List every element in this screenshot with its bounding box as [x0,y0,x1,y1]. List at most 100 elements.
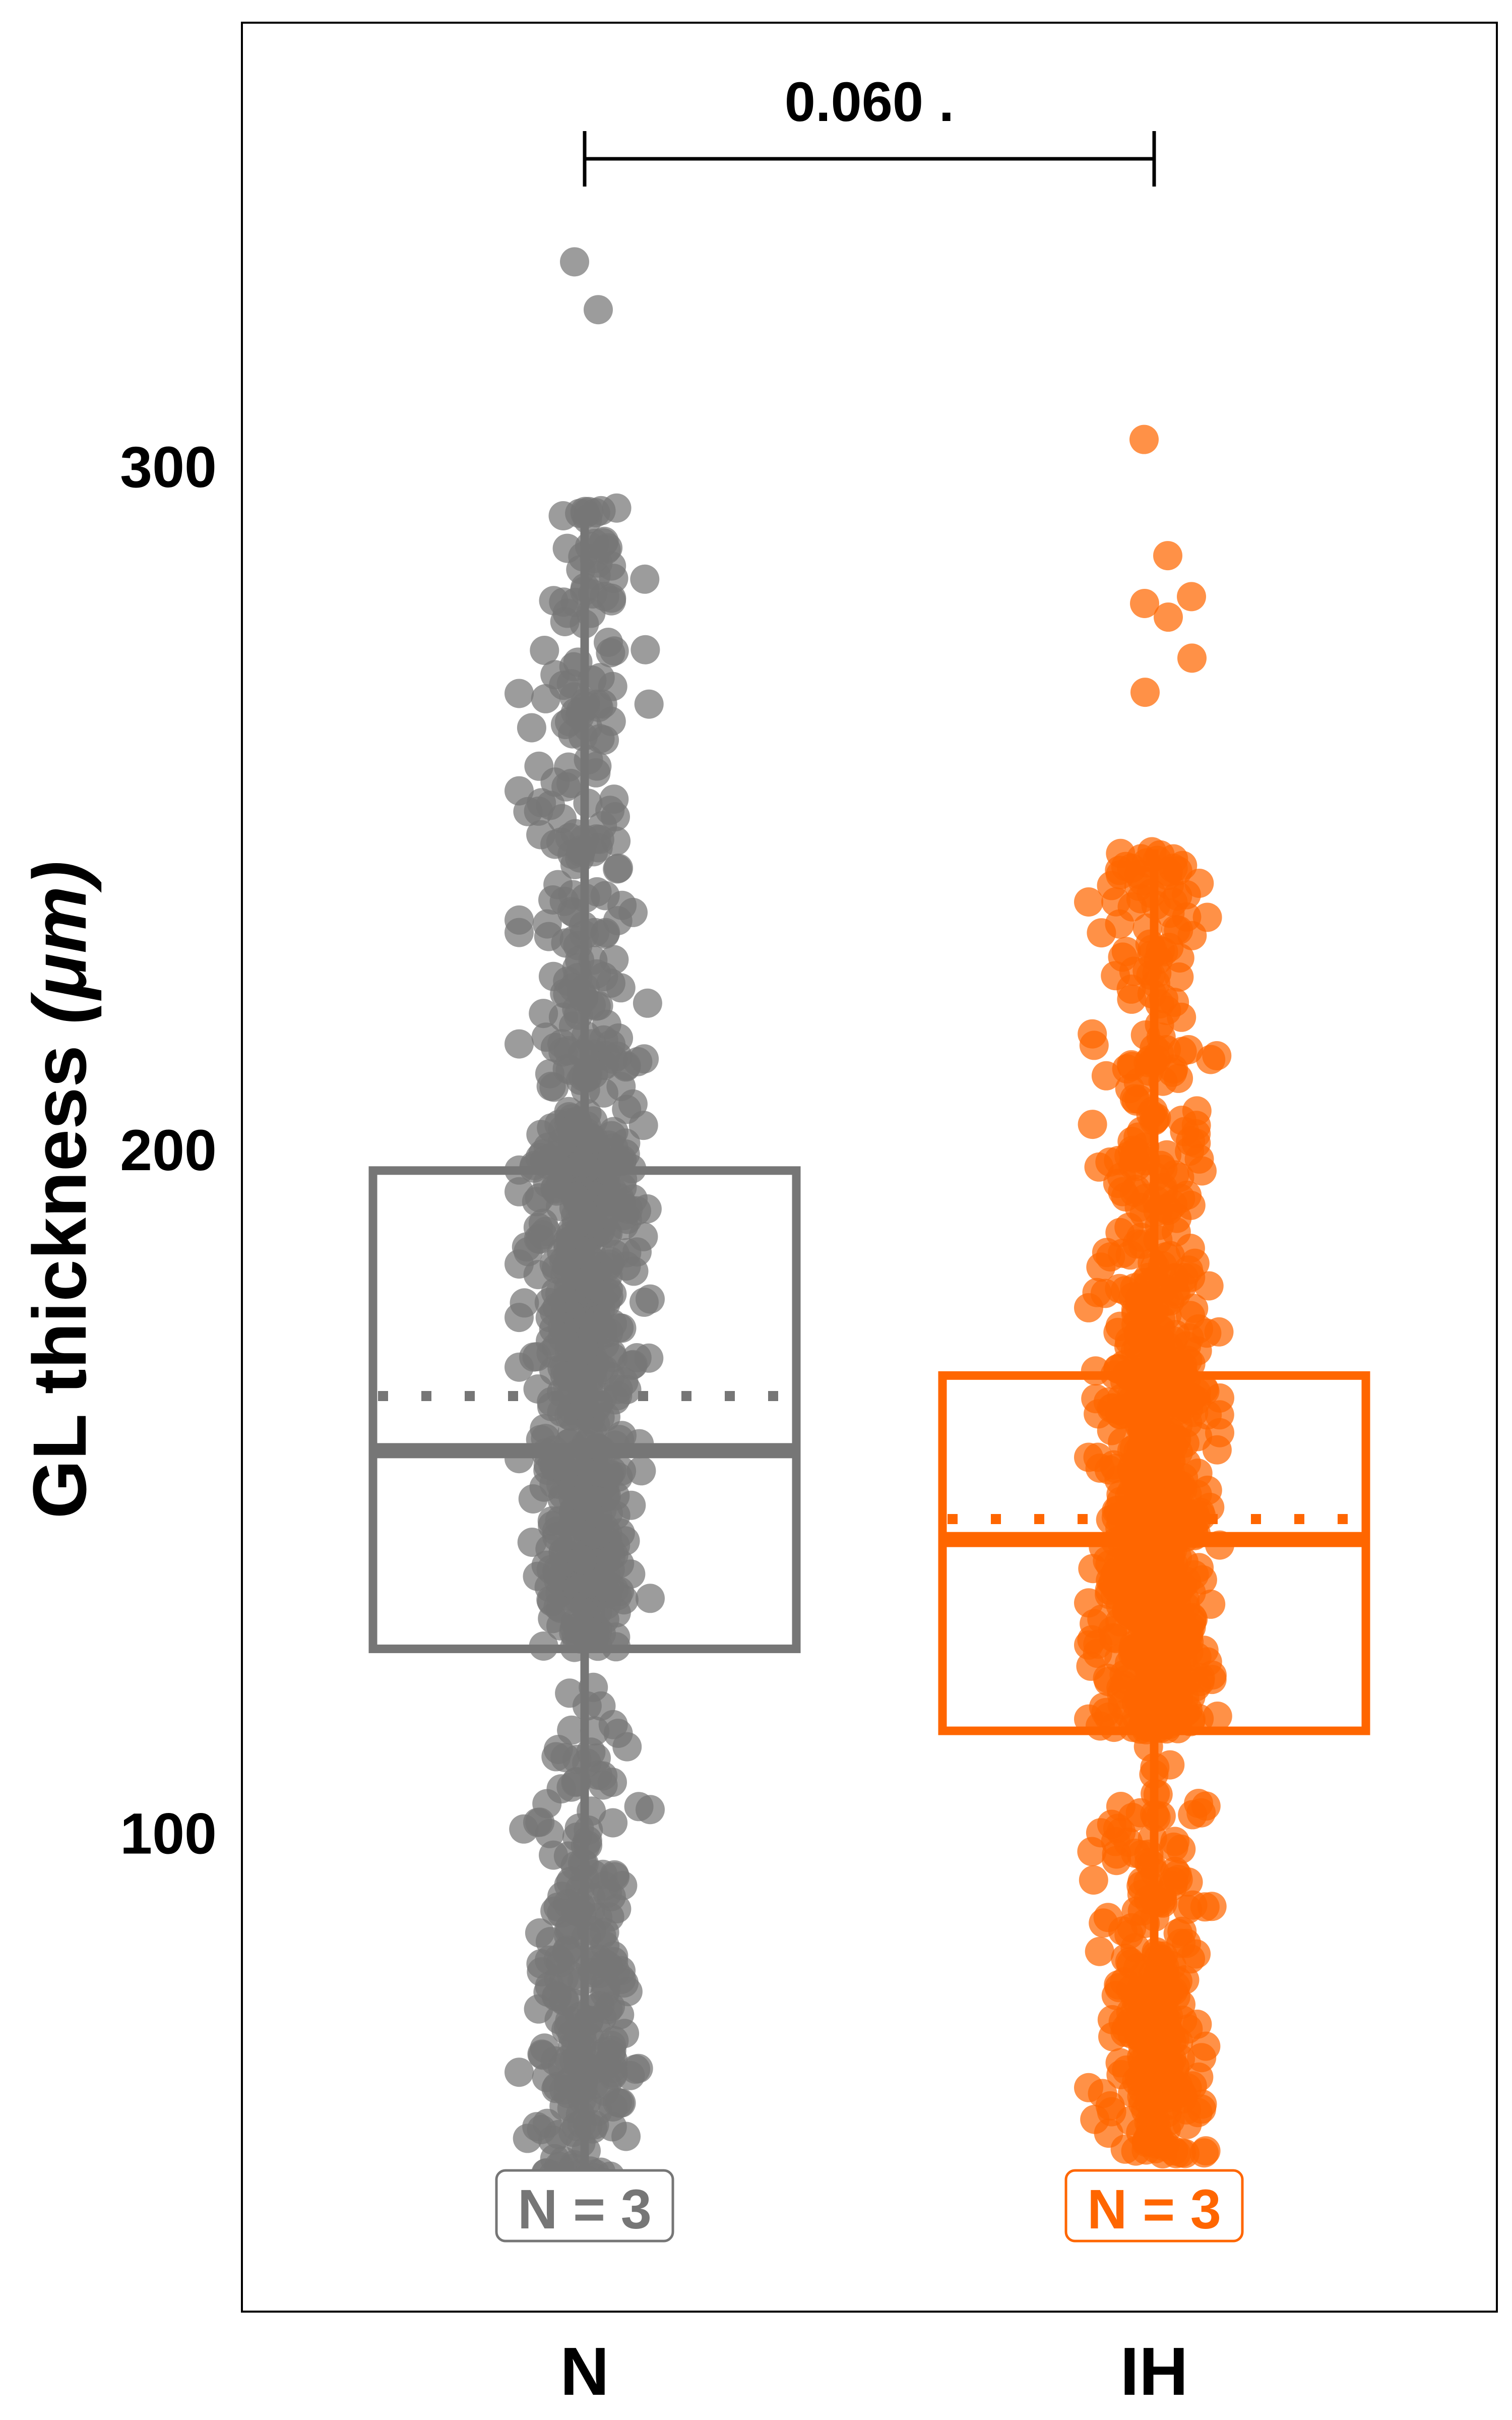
data-point [575,1278,605,1307]
data-point [1114,1141,1144,1171]
data-point [1172,1331,1202,1361]
data-point [611,1051,641,1080]
data-point [552,1054,582,1083]
outlier-point [1130,678,1160,707]
data-point [573,1242,602,1271]
data-point [1081,1356,1110,1386]
n-count-badge-IH: N = 3 [1064,2169,1244,2243]
data-point [1122,2066,1152,2096]
data-point [604,1313,634,1343]
data-point [1117,984,1147,1014]
data-point [531,1022,561,1052]
p-value-label: 0.060 . [785,71,954,133]
data-point [596,1991,625,2021]
data-point [1174,1035,1204,1064]
data-point [1098,1616,1127,1646]
n-count-label: N = 3 [518,2179,652,2241]
data-point [538,1511,568,1540]
data-point [1111,937,1141,966]
data-point [1176,1126,1206,1156]
data-point [558,1497,588,1527]
data-point [1087,918,1116,948]
data-point [548,2052,578,2082]
box-IH [938,849,1370,2155]
plot-panel [241,22,1498,2313]
data-point [1095,2091,1125,2121]
data-point [561,1183,591,1213]
data-point [632,1194,662,1224]
data-point [626,1456,656,1486]
data-point [630,564,660,594]
data-point [527,788,556,818]
data-point [543,1735,573,1764]
points-IH [1074,425,1234,2169]
y-axis-label-text: GL thickness [17,1045,102,1519]
data-point [1163,1918,1193,1948]
box-iqr [938,1371,1370,1735]
data-point [541,1277,571,1307]
data-point [602,493,632,523]
data-point [1180,1248,1210,1278]
data-point [1141,1377,1170,1407]
data-point [1173,1895,1203,1924]
data-point [1074,887,1103,917]
n-count-frame [495,2169,674,2243]
data-point [538,1604,568,1634]
data-point [535,1945,564,1975]
data-point [529,999,558,1028]
data-point [598,1808,628,1838]
data-point [1202,1435,1232,1465]
outlier-point [1153,541,1182,571]
data-point [517,713,546,743]
data-point [1106,860,1135,889]
data-point [1161,1971,1190,2001]
data-point [1159,1550,1188,1580]
data-point [1168,2081,1198,2111]
annotation-layer: N = 3 N = 3 0.060 . [495,71,1244,2243]
data-point [1121,1310,1151,1340]
data-point [535,1819,564,1848]
data-point [1139,1399,1168,1428]
data-point [1165,943,1194,973]
data-point [556,1216,586,1246]
boxes-layer [368,508,1370,2216]
y-axis-label: GL thickness (μm) [17,861,102,1519]
data-point [603,854,633,884]
data-point [1202,1041,1232,1070]
data-point [598,1768,627,1797]
data-point [1159,2136,1188,2166]
data-point [505,905,534,935]
data-point [621,2054,651,2084]
data-point [550,979,580,1008]
points-layer [505,247,1234,2230]
data-point [1156,1418,1185,1447]
outlier-point [560,247,589,277]
data-point [548,501,578,530]
data-point [585,663,615,692]
data-point [618,1089,648,1119]
data-point [517,1528,547,1557]
data-point [1079,1865,1108,1895]
data-point [1127,866,1157,896]
data-point [1113,1827,1143,1857]
data-point [633,988,662,1018]
data-point [618,1350,648,1379]
data-point [1074,2073,1103,2102]
data-point [1160,2052,1190,2082]
data-point [505,776,534,806]
data-point [582,751,612,781]
data-point [555,1678,585,1708]
data-point [1078,1110,1107,1139]
n-count-frame [1064,2169,1244,2243]
data-point [597,2112,627,2142]
data-point [530,1414,559,1443]
data-point [1119,1630,1149,1660]
data-point [595,1902,624,1932]
data-point [1143,1622,1172,1652]
data-point [1093,1903,1123,1932]
outlier-point [584,295,613,325]
data-point [1182,2010,1212,2039]
data-point [1152,1140,1182,1170]
data-point [509,1814,539,1844]
